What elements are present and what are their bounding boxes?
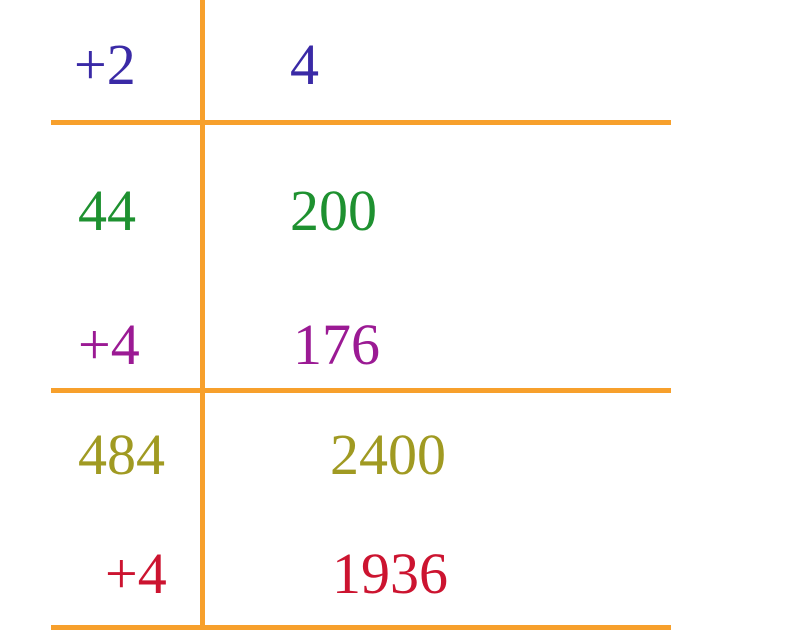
horizontal-rule-2	[51, 388, 671, 393]
left-value-row-1: +2	[74, 32, 136, 97]
left-value-row-4: 484	[78, 422, 165, 487]
right-value-row-5: 1936	[332, 541, 448, 606]
right-value-row-2: 200	[290, 178, 377, 243]
right-value-row-1: 4	[290, 32, 319, 97]
left-value-row-5: +4	[105, 541, 167, 606]
horizontal-rule-1	[51, 120, 671, 125]
vertical-divider-line	[200, 0, 205, 630]
right-value-row-4: 2400	[330, 422, 446, 487]
right-value-row-3: 176	[293, 312, 380, 377]
horizontal-rule-3	[51, 625, 671, 630]
left-value-row-3: +4	[78, 312, 140, 377]
left-value-row-2: 44	[78, 178, 136, 243]
